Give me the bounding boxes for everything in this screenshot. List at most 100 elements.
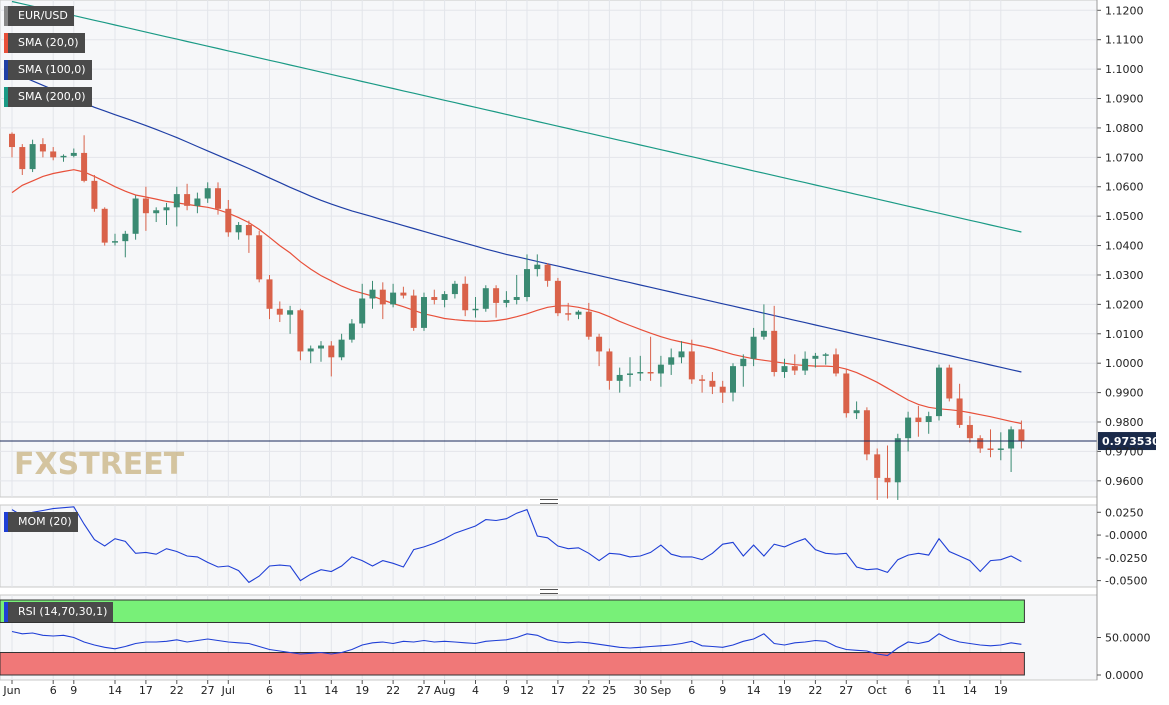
candle [431,289,438,305]
legend-rsi[interactable]: RSI (14,70,30,1) [4,602,114,622]
candle-body [503,299,510,303]
candle-body [863,410,870,455]
candle [534,254,541,277]
legend-sma200-label: SMA (200,0) [18,90,86,103]
candle [359,283,366,328]
candle [565,302,572,321]
candle [781,358,788,378]
candle [946,364,953,402]
candle [647,336,654,381]
price-tick-label: 1.0000 [1105,357,1144,370]
time-tick-label: Oct [868,684,888,697]
candle-body [421,297,427,328]
candle [503,291,510,308]
last-price-line: 0.973530 [0,432,1160,451]
price-tick-label: 1.0800 [1105,122,1144,135]
legend-sma20[interactable]: SMA (20,0) [4,33,85,53]
candle-body [204,188,211,199]
candle-body [472,308,479,311]
fxstreet-watermark: FXSTREET [14,447,185,482]
candle-body [184,194,191,206]
candle-body [1018,429,1025,442]
candle [225,199,232,237]
candle-body [925,416,932,423]
candle-body [946,367,953,399]
candle-body [287,310,294,315]
candle [482,285,489,312]
time-tick-label: 27 [201,684,215,697]
candle-body [19,147,26,170]
candle [771,305,778,377]
legend-mom[interactable]: MOM (20) [4,512,78,532]
candle [894,433,901,500]
candle [215,182,221,215]
candle-body [390,292,397,305]
candle-body [482,288,489,309]
rsi-tick-label: 0.0000 [1105,669,1144,682]
candle [173,186,180,227]
mom-line [11,506,1022,584]
candle-body [132,198,139,234]
mom-tick-label: -0.0000 [1105,529,1147,542]
candle-body [657,364,664,374]
candle [142,186,149,231]
panel-resize-handle[interactable] [540,499,558,504]
candle-body [379,289,386,305]
candle [678,341,685,364]
candle-body [596,336,603,352]
candle [328,341,335,377]
candle-body [534,264,541,270]
rsi-overbought-zone [0,599,1025,623]
candle-body [328,345,335,358]
candle [822,352,829,365]
candle-body [29,144,36,170]
time-tick-label: 4 [472,684,479,697]
legend-sma20-label: SMA (20,0) [18,36,79,49]
price-tick-label: 1.1100 [1105,34,1144,47]
candle-body [771,330,778,373]
candle-body [884,477,891,483]
legend-sma100[interactable]: SMA (100,0) [4,60,92,80]
candle-body [60,155,67,158]
candle [9,132,15,158]
candle [29,139,36,173]
candle-body [173,194,180,208]
candle-body [245,224,252,236]
candle [122,230,129,258]
candle [802,351,809,375]
candle-body [699,379,706,381]
time-tick-label: 25 [602,684,616,697]
time-tick-label: 6 [688,684,695,697]
legend-sma200[interactable]: SMA (200,0) [4,87,92,107]
candle-body [987,448,994,450]
price-tick-label: 0.9800 [1105,416,1144,429]
price-tick-label: 1.0700 [1105,151,1144,164]
candle [194,192,201,214]
candle-body [338,339,345,358]
candle-body [915,417,922,423]
time-tick-label: 6 [266,684,273,697]
candle [1018,420,1025,449]
candle-body [493,288,500,303]
legend-symbol[interactable]: EUR/USD [4,6,74,26]
last-price-tag [1098,432,1156,451]
candle-body [1008,429,1015,449]
panel-resize-handle[interactable] [540,589,558,594]
time-tick-label: 22 [808,684,822,697]
candle-body [812,355,819,359]
price-tick-label: 0.9600 [1105,475,1144,488]
candle [750,327,757,367]
time-tick-label: 27 [839,684,853,697]
candle [307,345,314,364]
candle-body [215,188,221,209]
candle [266,274,273,320]
candle-body [163,207,170,211]
candle [884,445,891,499]
time-tick-label: 6 [905,684,912,697]
candle-body [369,289,376,299]
candle-body [9,133,15,148]
momentum-panel: 0.0250 -0.0000 -0.0250 -0.0500 [11,506,1147,588]
candle-body [297,310,304,352]
